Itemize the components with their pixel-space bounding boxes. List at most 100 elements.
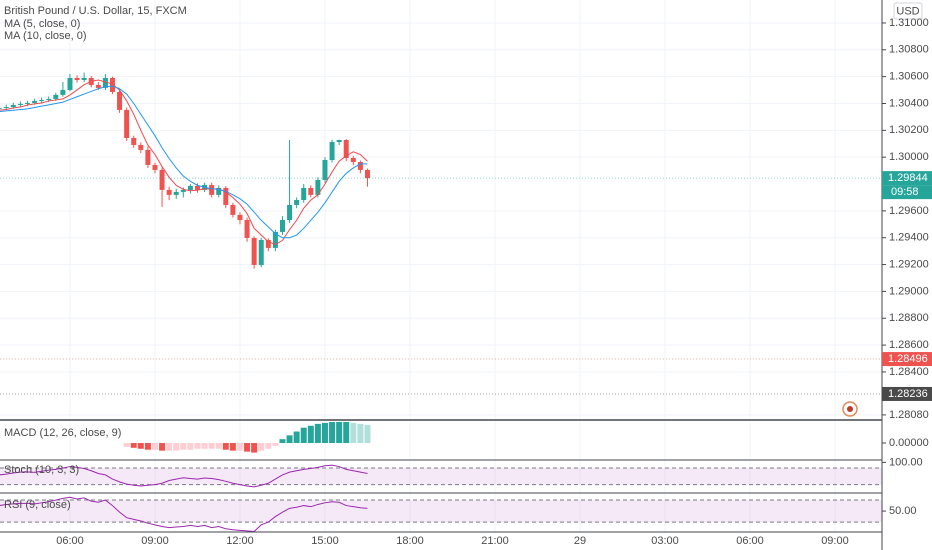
histogram-bar <box>265 443 272 449</box>
candle-body <box>81 77 87 80</box>
histogram-bar <box>180 443 187 450</box>
histogram-bar <box>144 443 151 450</box>
currency-box[interactable] <box>893 2 923 20</box>
y-tick-label: 1.29200 <box>889 258 929 270</box>
candle-body <box>350 157 356 163</box>
candle-body <box>74 77 80 80</box>
x-tick-label: 03:00 <box>651 535 679 547</box>
histogram-bar <box>343 421 350 444</box>
y-tick-label: 1.29600 <box>889 205 929 217</box>
candle-body <box>216 187 222 195</box>
candle-body <box>187 185 193 190</box>
plot <box>0 72 882 532</box>
candle-body <box>315 180 321 195</box>
histogram-bar <box>293 431 300 444</box>
indicator-line <box>0 464 368 488</box>
price-label-box <box>882 386 932 401</box>
y-tick-label: 1.29400 <box>889 232 929 244</box>
y-tick-label: 1.30000 <box>889 151 929 163</box>
histogram-bar <box>357 423 364 444</box>
candle-body <box>308 187 314 195</box>
candle-body <box>145 149 151 165</box>
candle-body <box>53 94 59 99</box>
histogram-bar <box>251 443 258 453</box>
histogram-bar <box>244 443 251 452</box>
histogram-bar <box>159 443 166 451</box>
candle-body <box>209 184 215 195</box>
candle-body <box>258 240 264 265</box>
histogram-bar <box>364 424 371 444</box>
y-tick-label: 1.30800 <box>889 44 929 56</box>
histogram-bar <box>336 421 343 444</box>
candle-body <box>159 169 165 190</box>
candle-body <box>357 162 363 170</box>
candle-body <box>244 220 250 238</box>
y-tick-label: 50.00 <box>889 505 917 517</box>
candle-body <box>173 191 179 195</box>
y-tick-label: 1.30600 <box>889 71 929 83</box>
x-tick-label: 21:00 <box>481 535 509 547</box>
histogram-bar <box>137 443 144 449</box>
x-tick-label: 12:00 <box>226 535 254 547</box>
labels: 06:00 09:00 12:00 15:00 18:00 21:00 29 03:00 06:… <box>0 17 932 547</box>
candle-body <box>67 77 73 90</box>
grid <box>0 0 882 532</box>
histogram-bar <box>279 439 286 444</box>
y-tick-label: 1.30200 <box>889 124 929 136</box>
candle-body <box>272 231 278 248</box>
candle-body <box>329 142 335 160</box>
candle-body <box>17 103 23 105</box>
x-tick-label: 15:00 <box>311 535 339 547</box>
price-label-box <box>882 171 932 186</box>
legend-entry: MA (10, close, 0) <box>4 30 87 42</box>
panel-label: MACD (12, 26, close, 9) <box>4 427 121 439</box>
y-tick-label: 1.28800 <box>889 312 929 324</box>
histogram-bar <box>229 443 236 451</box>
histogram-bar <box>215 443 222 449</box>
histogram-bar <box>258 443 265 451</box>
ma-line <box>0 79 368 245</box>
candle-body <box>39 100 45 101</box>
candle-body <box>251 237 257 265</box>
legend-entry: MA (5, close, 0) <box>4 18 80 30</box>
band-fill <box>0 467 882 485</box>
histogram-bar <box>350 422 357 444</box>
panel-label: Stoch (10, 3, 3) <box>4 464 79 476</box>
histogram-bar <box>194 443 201 449</box>
y-tick-label: 1.28400 <box>889 366 929 378</box>
y-tick-label: 0.00000 <box>889 437 929 449</box>
currency: USD <box>896 5 919 17</box>
histogram-bar <box>123 443 130 447</box>
icon[interactable] <box>842 401 858 417</box>
histogram-bar <box>272 443 279 446</box>
x-tick-label: 09:00 <box>141 535 169 547</box>
candle-body <box>294 200 300 205</box>
candle-body <box>117 91 123 110</box>
band-fill <box>0 500 882 523</box>
y-tick-label: 1.28600 <box>889 339 929 351</box>
x-tick-label: 06:00 <box>736 535 764 547</box>
countdown: 09:58 <box>891 186 919 198</box>
histogram-bar <box>222 443 229 450</box>
x-tick-label: 09:00 <box>821 535 849 547</box>
candle-body <box>223 187 229 205</box>
price-label: 1.29844 <box>888 172 928 184</box>
candle-body <box>336 140 342 143</box>
candle-body <box>3 106 9 108</box>
panel-label: RSI (9, close) <box>4 499 71 511</box>
y-tick-label: 1.28080 <box>889 409 929 421</box>
histogram-bar <box>151 443 158 450</box>
icon-dot <box>847 406 853 412</box>
candle-body <box>287 204 293 220</box>
histogram-bar <box>314 423 321 444</box>
price-label-box <box>882 352 932 367</box>
candle-body <box>124 109 130 138</box>
x-tick-label: 18:00 <box>396 535 424 547</box>
indicator-line <box>0 496 368 532</box>
candle-body <box>166 189 172 195</box>
candle-body <box>60 89 66 95</box>
histogram-bar <box>307 425 314 444</box>
y-tick-label: 100.00 <box>889 456 923 468</box>
